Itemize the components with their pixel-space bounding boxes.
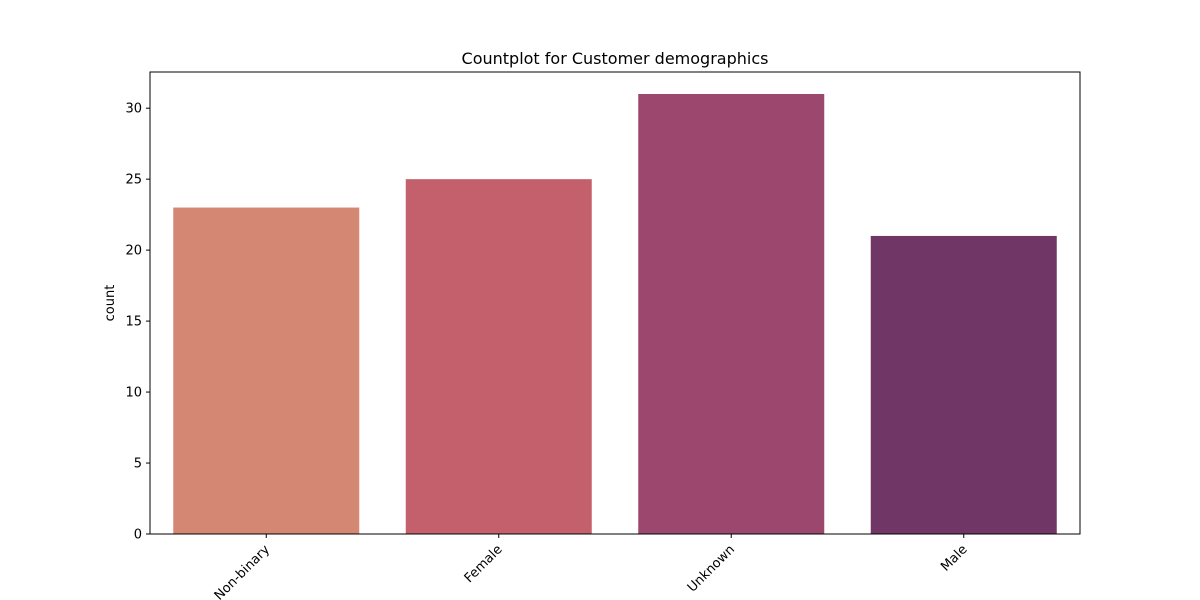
- y-tick-label: 0: [134, 528, 142, 543]
- y-tick-label: 5: [134, 457, 142, 472]
- y-tick-label: 30: [125, 102, 142, 117]
- bar-non-binary: [173, 208, 359, 534]
- y-tick-label: 20: [125, 244, 142, 259]
- y-tick-label: 15: [125, 315, 142, 330]
- bar-female: [406, 179, 592, 534]
- bar-unknown: [638, 94, 824, 534]
- y-tick-label: 25: [125, 173, 142, 188]
- y-axis-label: count: [103, 285, 118, 322]
- chart-title: Countplot for Customer demographics: [462, 49, 769, 68]
- bar-male: [871, 236, 1057, 534]
- y-tick-label: 10: [125, 386, 142, 401]
